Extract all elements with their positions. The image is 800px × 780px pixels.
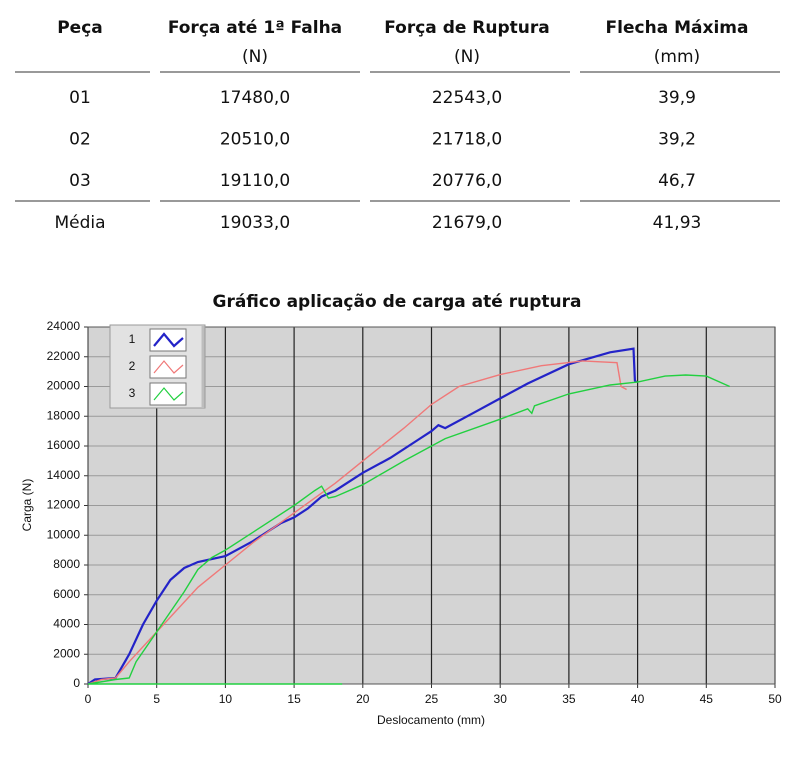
table-cell: 20510,0 <box>220 130 290 150</box>
table-cell: 46,7 <box>658 171 696 191</box>
footer-cell: 21679,0 <box>432 213 502 233</box>
legend-swatch <box>153 332 184 348</box>
data-line <box>87 347 638 685</box>
legend-swatch <box>153 360 184 374</box>
y-tick-label: 18000 <box>47 408 81 422</box>
y-tick-label: 2000 <box>53 646 80 660</box>
table-cell: 22543,0 <box>432 88 502 108</box>
y-tick-label: 14000 <box>47 468 81 482</box>
y-tick-label: 10000 <box>47 527 81 541</box>
y-tick-label: 0 <box>73 676 80 690</box>
y-axis-label: Carga (N) <box>20 479 34 532</box>
table-cell: 02 <box>69 130 91 150</box>
table-cell: 17480,0 <box>220 88 290 108</box>
x-axis-label: Deslocamento (mm) <box>377 713 485 727</box>
footer-cell: Média <box>54 213 105 233</box>
footer-cell: 19033,0 <box>220 213 290 233</box>
legend-swatch-box <box>149 355 187 379</box>
x-tick-label: 30 <box>494 692 508 706</box>
chart-title: Gráfico aplicação de carga até ruptura <box>213 292 582 312</box>
header-cell: Peça <box>57 18 103 38</box>
header-cell: Flecha Máxima <box>606 18 749 38</box>
header-unit: (N) <box>242 47 268 67</box>
x-tick-label: 5 <box>153 692 160 706</box>
table-cell: 03 <box>69 171 91 191</box>
y-tick-label: 6000 <box>53 587 80 601</box>
data-line <box>87 374 730 685</box>
data-line <box>87 360 627 685</box>
y-tick-label: 16000 <box>47 438 81 452</box>
header-unit: (mm) <box>654 47 700 67</box>
table-cell: 39,9 <box>658 88 696 108</box>
footer-cell: 41,93 <box>653 213 702 233</box>
header-unit: (N) <box>454 47 480 67</box>
x-tick-label: 15 <box>287 692 301 706</box>
legend-label: 3 <box>129 386 136 400</box>
y-tick-label: 4000 <box>53 617 80 631</box>
table-cell: 21718,0 <box>432 130 502 150</box>
y-tick-label: 22000 <box>47 349 81 363</box>
plot-border <box>87 326 776 685</box>
legend-swatch <box>153 387 184 401</box>
legend-label: 2 <box>129 359 136 373</box>
header-cell: Força de Ruptura <box>384 18 550 38</box>
x-tick-label: 35 <box>562 692 576 706</box>
table-cell: 01 <box>69 88 91 108</box>
legend-swatch-box <box>149 382 187 406</box>
header-cell: Força até 1ª Falha <box>168 18 342 38</box>
y-tick-label: 12000 <box>47 498 81 512</box>
x-tick-label: 40 <box>631 692 645 706</box>
y-tick-label: 8000 <box>53 557 80 571</box>
table-cell: 19110,0 <box>220 171 290 191</box>
x-tick-label: 50 <box>768 692 782 706</box>
table-cell: 20776,0 <box>432 171 502 191</box>
table-cell: 39,2 <box>658 130 696 150</box>
y-tick-label: 20000 <box>47 379 81 393</box>
x-tick-label: 0 <box>85 692 92 706</box>
x-tick-label: 45 <box>700 692 714 706</box>
x-tick-label: 20 <box>356 692 370 706</box>
x-tick-label: 10 <box>219 692 233 706</box>
legend-label: 1 <box>129 332 136 346</box>
x-tick-label: 25 <box>425 692 439 706</box>
y-tick-label: 24000 <box>47 319 81 333</box>
